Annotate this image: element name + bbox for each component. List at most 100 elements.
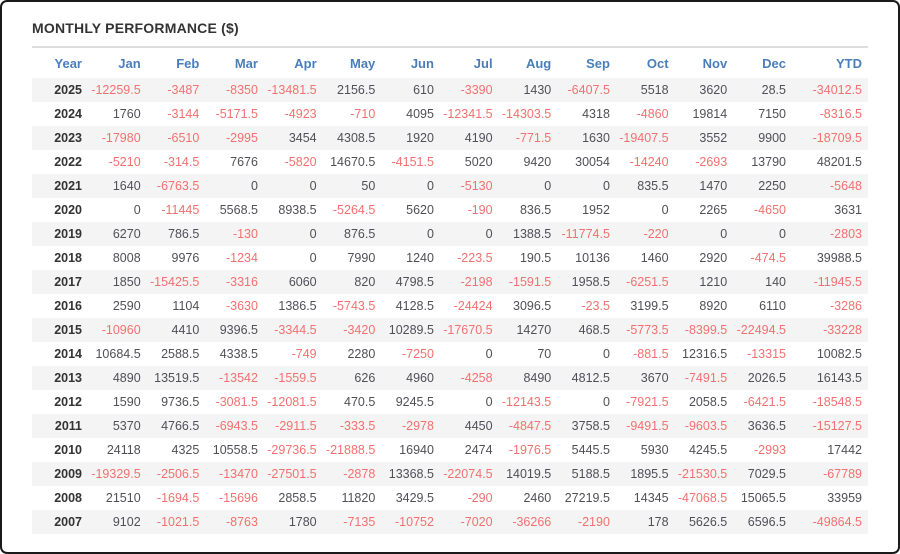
value-cell: -11445 (161, 203, 200, 217)
value-cell: 1920 (406, 131, 434, 145)
value-cell: 2026.5 (747, 371, 786, 385)
value-cell: -11774.5 (561, 227, 610, 241)
value-cell: -5264.5 (332, 203, 376, 217)
table-row-2020: 2020 0 -11445 5568.5 8938.5 -5264.5 5620 -190 83… (32, 198, 868, 222)
value-cell: -19407.5 (619, 131, 669, 145)
value-cell: 3631 (834, 203, 862, 217)
value-cell: 5930 (640, 443, 669, 457)
column-header-may: May (349, 56, 376, 71)
value-cell: 10136 (575, 251, 610, 265)
value-cell: 8008 (112, 251, 141, 265)
value-cell: 13790 (751, 155, 786, 169)
value-cell: 4890 (112, 371, 141, 385)
value-cell: 1895.5 (630, 467, 669, 481)
value-cell: -15696 (219, 491, 258, 505)
value-cell: 4325 (171, 443, 200, 457)
value-cell: 15065.5 (740, 491, 786, 505)
value-cell: 4450 (464, 419, 493, 433)
value-cell: 1780 (288, 515, 317, 529)
value-cell: 5568.5 (219, 203, 258, 217)
value-cell: -4151.5 (391, 155, 434, 169)
value-cell: -7135 (343, 515, 376, 529)
value-cell: 3096.5 (513, 299, 552, 313)
value-cell: 786.5 (168, 227, 200, 241)
value-cell: 2920 (699, 251, 728, 265)
year-cell: 2009 (54, 467, 82, 481)
value-cell: 1630 (582, 131, 610, 145)
year-cell: 2012 (54, 395, 82, 409)
value-cell: 6596.5 (747, 515, 786, 529)
value-cell: -24424 (453, 299, 493, 313)
value-cell: -12143.5 (501, 395, 552, 409)
value-cell: 1952 (582, 203, 610, 217)
value-cell: -4258 (460, 371, 493, 385)
value-cell: 9976 (171, 251, 200, 265)
value-cell: -8399.5 (684, 323, 728, 337)
value-cell: -2911.5 (275, 419, 317, 433)
value-cell: -12259.5 (91, 83, 141, 97)
value-cell: -6407.5 (567, 83, 610, 97)
value-cell: 3429.5 (395, 491, 434, 505)
value-cell: -5210 (108, 155, 141, 169)
value-cell: 1430 (523, 83, 552, 97)
value-cell: 1760 (112, 107, 141, 121)
value-cell: -4923 (284, 107, 317, 121)
value-cell: -33228 (823, 323, 862, 337)
value-cell: -6421.5 (743, 395, 786, 409)
value-cell: -36266 (512, 515, 552, 529)
value-cell: -1591.5 (508, 275, 552, 289)
value-cell: 2058.5 (688, 395, 728, 409)
table-row-2012: 2012 1590 9736.5 -3081.5 -12081.5 470.5 9245.5… (32, 390, 868, 414)
value-cell: 468.5 (578, 323, 610, 337)
value-cell: -2993 (754, 443, 786, 457)
value-cell: -2978 (401, 419, 434, 433)
value-cell: 14019.5 (506, 467, 552, 481)
value-cell: 4245.5 (688, 443, 728, 457)
value-cell: -49864.5 (812, 515, 862, 529)
value-cell: -13470 (219, 467, 258, 481)
value-cell: -2878 (343, 467, 376, 481)
column-header-feb: Feb (176, 56, 200, 71)
year-cell: 2013 (54, 371, 82, 385)
column-header-ytd: YTD (836, 56, 862, 71)
year-cell: 2007 (54, 515, 82, 529)
value-cell: 4798.5 (395, 275, 434, 289)
value-cell: 4128.5 (395, 299, 434, 313)
year-cell: 2024 (54, 107, 82, 121)
year-cell: 2021 (54, 179, 82, 193)
column-header-sep: Sep (586, 56, 610, 71)
value-cell: 8920 (699, 299, 728, 313)
value-cell: 10082.5 (816, 347, 862, 361)
table-row-2018: 2018 8008 9976 -1234 0 7990 1240 -223.5 190.5 101… (32, 246, 868, 270)
column-header-jan: Jan (118, 56, 141, 71)
value-cell: -21888.5 (325, 443, 376, 457)
value-cell: -17670.5 (443, 323, 493, 337)
value-cell: -23.5 (581, 299, 610, 313)
table-row-2015: 2015 -10960 4410 9396.5 -3344.5 -3420 10289.5-… (32, 318, 868, 342)
value-cell: -14240 (629, 155, 669, 169)
value-cell: -7921.5 (626, 395, 669, 409)
value-cell: 3670 (640, 371, 669, 385)
value-cell: -333.5 (339, 419, 376, 433)
value-cell: -5743.5 (332, 299, 376, 313)
value-cell: 12316.5 (682, 347, 728, 361)
value-cell: -314.5 (163, 155, 200, 169)
value-cell: -8350 (225, 83, 258, 97)
column-header-jul: Jul (473, 56, 493, 71)
value-cell: 2265 (699, 203, 728, 217)
value-cell: 0 (544, 179, 552, 193)
table-row-2009: 2009 -19329.5 -2506.5 -13470 -27501.5 -2878 13… (32, 462, 868, 486)
column-header-jun: Jun (410, 56, 434, 71)
value-cell: -3286 (830, 299, 862, 313)
value-cell: -12341.5 (443, 107, 493, 121)
value-cell: 1388.5 (513, 227, 552, 241)
value-cell: -47068.5 (677, 491, 728, 505)
value-cell: -6510 (167, 131, 200, 145)
column-header-dec: Dec (762, 56, 786, 71)
value-cell: 1386.5 (278, 299, 317, 313)
value-cell: -18709.5 (812, 131, 862, 145)
value-cell: -3390 (460, 83, 493, 97)
value-cell: 0 (309, 251, 317, 265)
value-cell: -6763.5 (156, 179, 200, 193)
value-cell: 30054 (575, 155, 610, 169)
